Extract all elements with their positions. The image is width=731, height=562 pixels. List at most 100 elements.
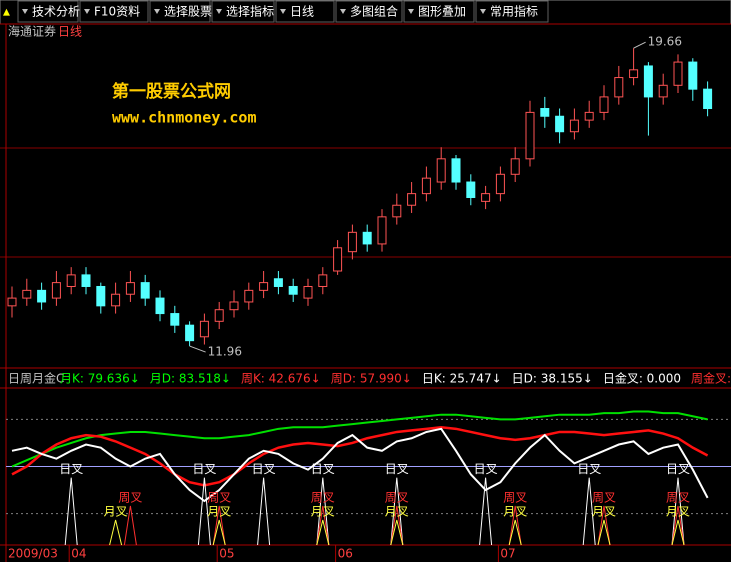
signal-label: 月叉 [207,505,231,519]
signal-label: 日叉 [59,462,83,476]
toolbar-label: 技术分析 [32,5,80,19]
candle-body [392,204,402,218]
candle-body [229,301,239,311]
signal-label: 周叉 [118,490,142,504]
candle-body [96,285,106,307]
signal-spike [316,519,330,546]
dropdown-arrow [408,9,414,14]
signal-label: 日叉 [474,462,498,476]
candle-body [658,84,668,98]
signal-label: 月叉 [311,505,335,519]
candle-body [111,293,121,307]
signal-label: 月叉 [385,505,409,519]
candle-body [273,278,283,287]
candle-body [66,274,76,287]
signal-label: 周叉 [207,490,231,504]
signal-spike [197,477,211,546]
candle-body [244,289,254,303]
candle-body [421,177,431,195]
dropdown-arrow [480,9,486,14]
indicator-value: 日金叉: 0.000 [603,371,681,386]
candle-body [22,289,32,299]
indicator-value: 日D: 38.155↓ [512,372,593,386]
signal-spike [508,519,522,546]
candle-body [540,108,550,117]
signal-spike [109,519,123,546]
signal-spike [671,519,685,546]
candle-body [170,313,180,326]
low-label: 11.96 [208,345,242,359]
date-label: 2009/03 [8,547,58,561]
date-label: 04 [71,547,86,561]
candle-body [584,111,594,121]
candle-body [643,65,653,98]
signal-label: 周叉 [666,490,690,504]
toolbar-button[interactable] [475,0,549,23]
dropdown-arrow [84,9,90,14]
signal-label: 月叉 [503,505,527,519]
signal-spike [597,519,611,546]
candle-body [377,216,387,245]
toolbar-button[interactable] [275,0,335,23]
signal-spike [508,505,522,546]
toolbar-button[interactable] [403,0,475,23]
candle-body [125,282,135,295]
date-label: 06 [338,547,353,561]
candle-body [495,173,505,195]
candle-body [629,69,639,79]
toolbar-label: 选择指标 [226,4,274,19]
signal-spike [390,505,404,546]
toolbar-label: 日线 [290,5,314,19]
candle-body [555,115,565,133]
signal-label: 日叉 [385,462,409,476]
signal-label: 周叉 [503,490,527,504]
candle-body [569,119,579,133]
dropdown-arrow [280,9,286,14]
candle-body [303,285,313,299]
toolbar-label: F10资料 [94,5,140,19]
candle-body [185,324,195,342]
date-label: 05 [219,547,234,561]
toolbar-label: 选择股票 [164,5,212,19]
toolbar-button[interactable] [211,0,275,23]
signal-spike [64,477,78,546]
indicator-line [11,427,709,503]
signal-label: 日叉 [252,462,276,476]
candle-body [466,181,476,198]
candle-body [703,88,713,110]
signal-label: 月叉 [104,505,128,519]
signal-spike [671,505,685,546]
dropdown-arrow [340,9,346,14]
signal-spike [479,477,493,546]
candle-body [407,193,417,206]
signal-label: 月叉 [592,505,616,519]
candle-body [673,61,683,86]
candle-body [510,158,520,175]
signal-label: 周叉 [592,490,616,504]
indicator-line [11,410,708,468]
candle-body [436,158,446,183]
indicator-value: 周D: 57.990↓ [331,372,412,386]
candle-body [347,231,357,253]
signal-spike [212,505,226,546]
signal-label: 日叉 [666,462,690,476]
candle-body [155,297,165,315]
high-label: 19.66 [648,35,682,49]
watermark: www.chnmoney.com [112,109,257,127]
candle-body [688,61,698,90]
candle-body [7,297,17,307]
indicator-value: 月D: 83.518↓ [150,372,231,386]
toolbar-arrow: ▲ [3,8,10,18]
toolbar-button[interactable] [149,0,211,23]
indicator-title: 日周月金C [8,371,64,386]
toolbar-button[interactable] [17,0,79,23]
high-pointer [633,41,646,49]
toolbar-button[interactable] [335,0,403,23]
watermark: 第一股票公式网 [112,81,231,102]
signal-label: 日叉 [311,462,335,476]
toolbar-button[interactable] [79,0,149,23]
candle-body [318,274,328,287]
signal-label: 月叉 [666,505,690,519]
dropdown-arrow [154,9,160,14]
